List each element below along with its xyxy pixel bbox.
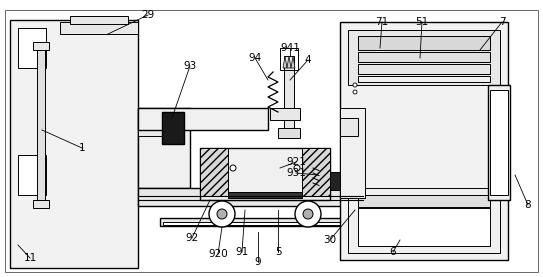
- Bar: [284, 56, 294, 136]
- Bar: [18, 28, 46, 68]
- Bar: [138, 188, 363, 206]
- Bar: [488, 85, 510, 200]
- Bar: [348, 30, 500, 85]
- Bar: [70, 16, 128, 24]
- Text: 51: 51: [415, 17, 428, 27]
- Circle shape: [217, 209, 227, 219]
- Bar: [228, 192, 302, 198]
- Polygon shape: [291, 56, 295, 68]
- Bar: [37, 48, 45, 203]
- Bar: [358, 195, 490, 207]
- Polygon shape: [287, 56, 291, 68]
- Bar: [358, 52, 490, 62]
- Bar: [358, 64, 490, 74]
- Bar: [340, 118, 358, 136]
- Bar: [358, 76, 490, 82]
- Polygon shape: [283, 56, 287, 68]
- Bar: [10, 20, 138, 268]
- Text: 941: 941: [280, 43, 300, 53]
- Bar: [33, 200, 49, 208]
- Text: 29: 29: [141, 10, 155, 20]
- Text: 921: 921: [286, 157, 306, 167]
- Text: 5: 5: [275, 247, 281, 257]
- Bar: [490, 90, 508, 195]
- Text: 920: 920: [208, 249, 228, 259]
- Text: 92: 92: [185, 233, 199, 243]
- Bar: [18, 155, 46, 195]
- Circle shape: [303, 209, 313, 219]
- Circle shape: [295, 201, 321, 227]
- Text: 94: 94: [248, 53, 262, 63]
- Bar: [302, 148, 330, 196]
- Bar: [358, 36, 490, 50]
- Bar: [160, 218, 345, 226]
- Circle shape: [353, 83, 357, 87]
- Circle shape: [294, 165, 300, 171]
- Text: 71: 71: [375, 17, 389, 27]
- Bar: [33, 42, 49, 50]
- Bar: [278, 128, 300, 138]
- Bar: [358, 208, 490, 246]
- Bar: [162, 112, 184, 144]
- Text: 30: 30: [324, 235, 337, 245]
- Bar: [340, 22, 508, 260]
- Circle shape: [230, 165, 236, 171]
- Bar: [200, 148, 330, 200]
- Text: 91: 91: [235, 247, 249, 257]
- Text: 1: 1: [79, 143, 85, 153]
- Text: 93: 93: [184, 61, 197, 71]
- Bar: [60, 22, 138, 34]
- Bar: [138, 108, 268, 130]
- Text: 11: 11: [23, 253, 36, 263]
- Bar: [330, 172, 340, 190]
- Bar: [138, 108, 190, 188]
- Bar: [163, 222, 342, 225]
- Text: 4: 4: [305, 55, 311, 65]
- Text: 9: 9: [255, 257, 261, 267]
- Circle shape: [353, 90, 357, 94]
- Bar: [270, 108, 300, 120]
- Bar: [280, 48, 298, 70]
- Circle shape: [209, 201, 235, 227]
- Text: 931: 931: [286, 168, 306, 178]
- Text: 6: 6: [390, 247, 396, 257]
- Bar: [348, 188, 500, 253]
- Bar: [138, 118, 180, 136]
- Text: 8: 8: [525, 200, 531, 210]
- Bar: [340, 108, 365, 198]
- Text: 7: 7: [498, 17, 506, 27]
- Bar: [200, 148, 228, 196]
